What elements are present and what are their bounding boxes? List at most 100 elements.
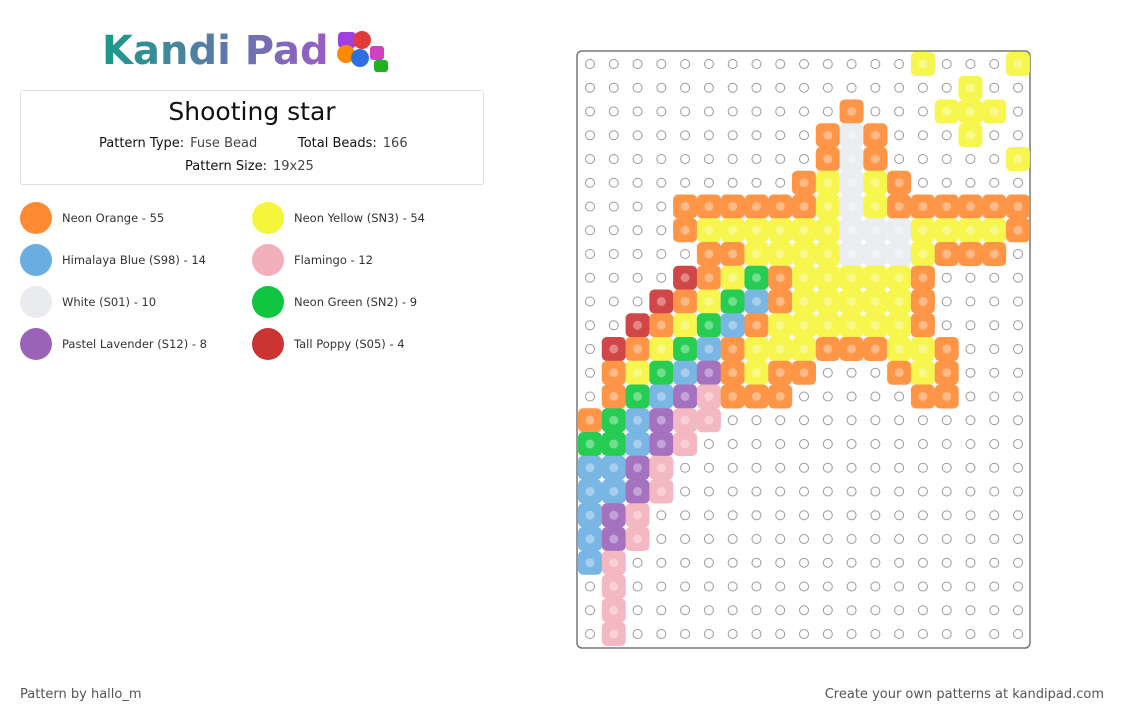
empty-peg: [870, 557, 881, 568]
empty-peg: [799, 106, 810, 117]
bead: [673, 218, 698, 243]
bead-hole: [775, 344, 785, 354]
bead: [863, 194, 888, 219]
bead: [744, 265, 769, 290]
bead-hole: [656, 439, 666, 449]
empty-peg: [1013, 367, 1024, 378]
empty-peg: [870, 581, 881, 592]
empty-peg: [1013, 605, 1024, 616]
bead-hole: [894, 178, 904, 188]
empty-peg: [989, 272, 1000, 283]
bead: [601, 527, 626, 551]
empty-peg: [656, 82, 667, 93]
empty-peg: [703, 82, 714, 93]
bead: [982, 218, 1007, 243]
logo-icon: [337, 31, 388, 72]
empty-peg: [608, 82, 619, 93]
bead-hole: [847, 249, 857, 259]
empty-peg: [941, 510, 952, 521]
bead: [625, 384, 650, 409]
bead-hole: [633, 439, 643, 449]
empty-peg: [965, 534, 976, 544]
bead: [696, 242, 721, 266]
bead: [839, 170, 864, 195]
bead: [863, 337, 888, 361]
bead: [792, 218, 817, 243]
bead-hole: [728, 320, 738, 330]
empty-peg: [656, 130, 667, 141]
empty-peg: [799, 581, 810, 592]
bead-hole: [775, 368, 785, 378]
empty-peg: [585, 82, 595, 93]
legend-label: Neon Green (SN2) - 9: [294, 295, 418, 309]
empty-peg: [632, 106, 643, 117]
empty-peg: [585, 344, 595, 354]
bead-hole: [823, 130, 833, 140]
bead: [815, 170, 840, 195]
empty-peg: [870, 439, 881, 449]
empty-peg: [751, 605, 762, 616]
bead: [958, 99, 983, 124]
bead-hole: [989, 249, 999, 259]
bead: [601, 455, 626, 480]
bead: [601, 384, 626, 409]
empty-peg: [917, 629, 928, 639]
bead: [934, 384, 959, 409]
empty-peg: [870, 59, 881, 69]
empty-peg: [656, 249, 667, 259]
bead-hole: [728, 368, 738, 378]
bead-hole: [680, 392, 690, 401]
bead: [815, 123, 840, 148]
bead-hole: [609, 415, 619, 425]
bead-hole: [918, 320, 928, 330]
empty-peg: [917, 106, 928, 117]
swatch: [20, 244, 52, 276]
empty-peg: [941, 605, 952, 616]
bead-hole: [680, 320, 690, 330]
bead-hole: [799, 320, 809, 330]
empty-peg: [680, 557, 691, 568]
bead: [910, 384, 935, 409]
bead-hole: [609, 558, 619, 568]
bead: [673, 265, 698, 290]
empty-peg: [656, 106, 667, 117]
empty-peg: [775, 534, 786, 544]
empty-peg: [751, 415, 762, 426]
value: 166: [382, 136, 408, 151]
bead: [696, 218, 721, 243]
empty-peg: [965, 629, 976, 639]
bead-hole: [942, 225, 952, 235]
bead-hole: [799, 202, 809, 211]
bead-hole: [585, 558, 595, 568]
bead-hole: [870, 130, 880, 140]
bead-hole: [680, 344, 690, 354]
empty-peg: [846, 82, 857, 93]
empty-peg: [775, 439, 786, 449]
bead: [768, 384, 793, 409]
empty-peg: [917, 510, 928, 521]
bead-hole: [847, 178, 857, 188]
bead-hole: [609, 487, 619, 496]
cta-link[interactable]: Create your own patterns at kandipad.com: [824, 687, 1104, 702]
bead-hole: [823, 297, 833, 306]
empty-peg: [917, 557, 928, 568]
empty-peg: [727, 106, 738, 117]
empty-peg: [941, 59, 952, 69]
bead-hole: [680, 368, 690, 378]
bead-hole: [1013, 59, 1023, 69]
empty-peg: [894, 486, 905, 497]
bead: [578, 479, 602, 504]
empty-peg: [894, 605, 905, 616]
bead: [839, 123, 864, 148]
bead: [887, 337, 912, 361]
empty-peg: [870, 462, 881, 473]
bead: [625, 455, 650, 480]
bead-hole: [965, 249, 975, 259]
empty-peg: [608, 249, 619, 259]
bead: [887, 242, 912, 266]
bead-hole: [870, 249, 880, 259]
empty-peg: [941, 320, 952, 331]
empty-peg: [989, 154, 1000, 164]
empty-peg: [799, 439, 810, 449]
bead-hole: [680, 202, 690, 211]
